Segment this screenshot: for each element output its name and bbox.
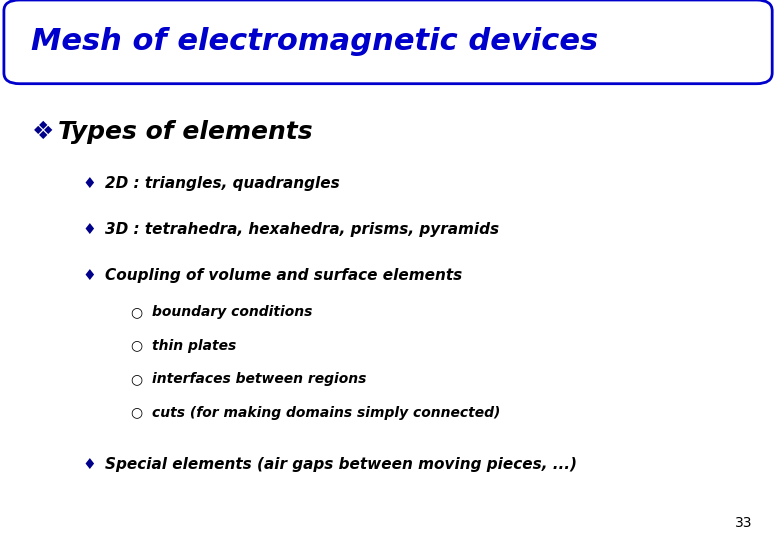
Text: Mesh of electromagnetic devices: Mesh of electromagnetic devices <box>31 28 598 56</box>
Text: ♦: ♦ <box>83 268 97 283</box>
Text: Coupling of volume and surface elements: Coupling of volume and surface elements <box>105 268 463 283</box>
Text: ○: ○ <box>130 339 143 353</box>
Text: Special elements (air gaps between moving pieces, ...): Special elements (air gaps between movin… <box>105 457 577 472</box>
Text: ○: ○ <box>130 406 143 420</box>
Text: thin plates: thin plates <box>152 339 236 353</box>
FancyBboxPatch shape <box>4 0 772 84</box>
Text: ♦: ♦ <box>83 457 97 472</box>
Text: 2D : triangles, quadrangles: 2D : triangles, quadrangles <box>105 176 340 191</box>
Text: 3D : tetrahedra, hexahedra, prisms, pyramids: 3D : tetrahedra, hexahedra, prisms, pyra… <box>105 222 499 237</box>
Text: ❖: ❖ <box>32 120 54 144</box>
Text: ○: ○ <box>130 305 143 319</box>
Text: ○: ○ <box>130 372 143 386</box>
Text: Types of elements: Types of elements <box>58 120 313 144</box>
Text: cuts (for making domains simply connected): cuts (for making domains simply connecte… <box>152 406 501 420</box>
Text: interfaces between regions: interfaces between regions <box>152 372 367 386</box>
Text: ♦: ♦ <box>83 222 97 237</box>
Text: 33: 33 <box>736 516 753 530</box>
Text: boundary conditions: boundary conditions <box>152 305 313 319</box>
Text: ♦: ♦ <box>83 176 97 191</box>
